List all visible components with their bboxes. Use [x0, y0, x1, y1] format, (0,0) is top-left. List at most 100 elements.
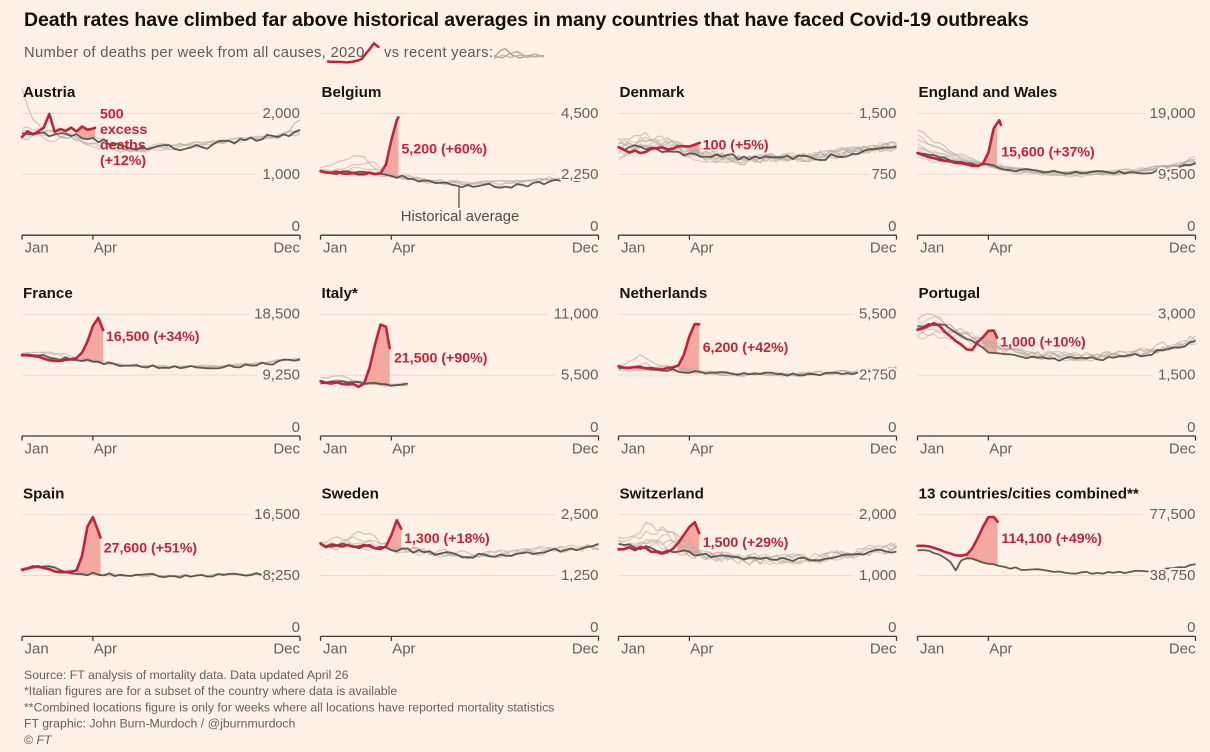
svg-text:Jan: Jan	[25, 240, 49, 257]
svg-text:5,500: 5,500	[859, 306, 897, 323]
svg-text:Jan: Jan	[920, 440, 944, 457]
svg-text:Jan: Jan	[621, 641, 645, 658]
svg-text:Apr: Apr	[94, 240, 117, 257]
svg-text:Dec: Dec	[572, 240, 599, 257]
svg-text:Apr: Apr	[94, 440, 117, 457]
svg-text:Apr: Apr	[94, 641, 117, 658]
svg-text:Switzerland: Switzerland	[620, 485, 704, 502]
svg-text:Spain: Spain	[23, 485, 64, 502]
svg-text:Dec: Dec	[572, 440, 599, 457]
svg-text:38,750: 38,750	[1150, 567, 1196, 584]
svg-text:21,500 (+90%): 21,500 (+90%)	[394, 351, 488, 367]
svg-text:13 countries/cities combined**: 13 countries/cities combined**	[919, 485, 1139, 502]
svg-text:Portugal: Portugal	[919, 285, 981, 302]
svg-text:Dec: Dec	[870, 440, 897, 457]
svg-text:Apr: Apr	[989, 641, 1012, 658]
svg-text:deaths: deaths	[100, 138, 146, 154]
svg-text:Jan: Jan	[920, 641, 944, 658]
svg-text:1,500 (+29%): 1,500 (+29%)	[703, 535, 789, 551]
svg-text:100 (+5%): 100 (+5%)	[703, 138, 769, 154]
svg-text:77,500: 77,500	[1150, 506, 1196, 523]
svg-text:19,000: 19,000	[1150, 105, 1196, 122]
svg-text:2,750: 2,750	[859, 367, 897, 384]
svg-text:1,000: 1,000	[262, 166, 300, 183]
svg-text:Netherlands: Netherlands	[620, 285, 708, 302]
svg-text:Jan: Jan	[621, 240, 645, 257]
svg-text:8,250: 8,250	[262, 567, 300, 584]
svg-text:750: 750	[871, 166, 896, 183]
svg-text:18,500: 18,500	[254, 306, 300, 323]
svg-text:Apr: Apr	[392, 240, 415, 257]
svg-text:2,000: 2,000	[262, 105, 300, 122]
svg-text:0: 0	[590, 619, 598, 636]
svg-text:16,500 (+34%): 16,500 (+34%)	[106, 329, 200, 345]
svg-text:Death rates have climbed far a: Death rates have climbed far above histo…	[24, 9, 1029, 31]
svg-text:4,500: 4,500	[561, 105, 599, 122]
svg-text:0: 0	[292, 419, 300, 436]
svg-text:0: 0	[1187, 218, 1195, 235]
svg-text:1,500: 1,500	[1158, 367, 1196, 384]
svg-text:France: France	[23, 285, 73, 302]
svg-text:0: 0	[888, 619, 896, 636]
svg-text:1,000: 1,000	[859, 567, 897, 584]
svg-text:0: 0	[590, 218, 598, 235]
svg-text:Dec: Dec	[273, 641, 300, 658]
svg-text:Jan: Jan	[25, 440, 49, 457]
svg-text:2,000: 2,000	[859, 506, 897, 523]
svg-text:Jan: Jan	[25, 641, 49, 658]
svg-text:0: 0	[292, 619, 300, 636]
svg-text:0: 0	[888, 218, 896, 235]
svg-text:11,000: 11,000	[554, 306, 599, 323]
svg-text:Sweden: Sweden	[322, 485, 379, 502]
svg-text:Apr: Apr	[392, 440, 415, 457]
svg-text:**Combined locations figure is: **Combined locations figure is only for …	[24, 700, 554, 714]
svg-text:9,500: 9,500	[1158, 166, 1196, 183]
svg-text:Apr: Apr	[690, 440, 713, 457]
svg-text:Dec: Dec	[273, 240, 300, 257]
svg-text:Dec: Dec	[1169, 641, 1196, 658]
svg-text:Denmark: Denmark	[620, 84, 686, 101]
svg-text:Italy*: Italy*	[322, 285, 358, 302]
svg-text:5,200 (+60%): 5,200 (+60%)	[402, 141, 488, 157]
svg-text:Source: FT analysis of mortali: Source: FT analysis of mortality data. D…	[24, 668, 349, 682]
svg-text:1,500: 1,500	[859, 105, 897, 122]
svg-text:Dec: Dec	[572, 641, 599, 658]
svg-text:Dec: Dec	[870, 240, 897, 257]
svg-text:0: 0	[292, 218, 300, 235]
svg-text:114,100 (+49%): 114,100 (+49%)	[1001, 531, 1102, 547]
svg-text:Apr: Apr	[690, 240, 713, 257]
svg-text:0: 0	[1187, 619, 1195, 636]
svg-text:0: 0	[1187, 419, 1195, 436]
svg-text:0: 0	[590, 419, 598, 436]
svg-text:Apr: Apr	[989, 240, 1012, 257]
svg-text:Apr: Apr	[392, 641, 415, 658]
svg-text:Jan: Jan	[621, 440, 645, 457]
svg-text:Dec: Dec	[1169, 440, 1196, 457]
svg-text:9,250: 9,250	[262, 367, 300, 384]
svg-text:(+12%): (+12%)	[100, 153, 146, 169]
svg-text:3,000: 3,000	[1158, 306, 1196, 323]
svg-text:Austria: Austria	[23, 84, 76, 101]
svg-text:Dec: Dec	[273, 440, 300, 457]
svg-text:1,250: 1,250	[561, 567, 599, 584]
svg-text:27,600 (+51%): 27,600 (+51%)	[104, 541, 198, 557]
svg-text:6,200 (+42%): 6,200 (+42%)	[703, 340, 789, 356]
svg-text:excess: excess	[100, 122, 147, 138]
svg-text:2,500: 2,500	[561, 506, 599, 523]
svg-text:Jan: Jan	[323, 641, 347, 658]
svg-text:1,300 (+18%): 1,300 (+18%)	[404, 531, 490, 547]
svg-text:Dec: Dec	[870, 641, 897, 658]
svg-text:Jan: Jan	[920, 240, 944, 257]
svg-text:*Italian figures are for a sub: *Italian figures are for a subset of the…	[24, 684, 397, 698]
svg-text:Apr: Apr	[690, 641, 713, 658]
svg-text:Jan: Jan	[323, 240, 347, 257]
svg-text:vs recent years:: vs recent years:	[384, 45, 493, 61]
svg-text:0: 0	[888, 419, 896, 436]
svg-text:© FT: © FT	[24, 733, 53, 747]
svg-text:Jan: Jan	[323, 440, 347, 457]
svg-text:Number of deaths per week from: Number of deaths per week from all cause…	[24, 45, 365, 61]
svg-text:Belgium: Belgium	[322, 84, 382, 101]
svg-text:England and Wales: England and Wales	[919, 84, 1058, 101]
svg-text:Dec: Dec	[1169, 240, 1196, 257]
svg-text:15,600 (+37%): 15,600 (+37%)	[1001, 145, 1095, 161]
